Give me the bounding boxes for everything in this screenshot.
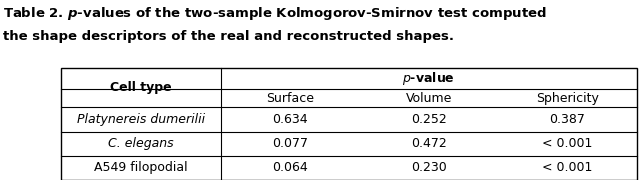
Text: Surface: Surface (266, 92, 314, 105)
Text: Platynereis dumerilii: Platynereis dumerilii (77, 113, 205, 126)
Text: C. elegans: C. elegans (108, 137, 173, 150)
Text: 0.387: 0.387 (550, 113, 586, 126)
Text: 0.252: 0.252 (411, 113, 447, 126)
Text: 0.634: 0.634 (273, 113, 308, 126)
Text: 0.472: 0.472 (411, 137, 447, 150)
Text: < 0.001: < 0.001 (542, 161, 593, 174)
Text: Volume: Volume (406, 92, 452, 105)
Text: 0.064: 0.064 (272, 161, 308, 174)
Text: $\mathit{p}$-value: $\mathit{p}$-value (403, 70, 455, 87)
Text: 0.230: 0.230 (411, 161, 447, 174)
Text: A549 filopodial: A549 filopodial (94, 161, 188, 174)
Text: the shape descriptors of the real and reconstructed shapes.: the shape descriptors of the real and re… (3, 30, 454, 43)
Text: Cell type: Cell type (110, 81, 172, 94)
Text: Table 2. $\mathbfit{p}$-values of the two-sample Kolmogorov-Smirnov test compute: Table 2. $\mathbfit{p}$-values of the tw… (3, 4, 547, 21)
Text: < 0.001: < 0.001 (542, 137, 593, 150)
Text: Sphericity: Sphericity (536, 92, 599, 105)
Text: 0.077: 0.077 (272, 137, 308, 150)
